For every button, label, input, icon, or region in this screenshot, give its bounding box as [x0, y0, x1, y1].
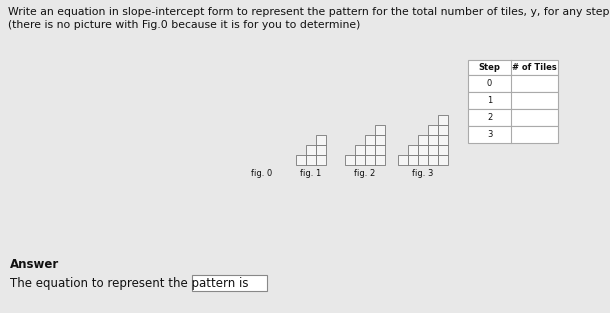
Text: 0: 0 [487, 79, 492, 88]
Bar [408, 155, 418, 165]
Bar [408, 145, 418, 155]
Bar [316, 155, 326, 165]
Bar [355, 155, 365, 165]
Text: 2: 2 [487, 113, 492, 122]
Text: # of Tiles: # of Tiles [512, 63, 557, 72]
Text: fig. 0: fig. 0 [251, 169, 273, 178]
Bar [468, 109, 558, 126]
Text: Step: Step [479, 63, 501, 72]
Bar [355, 145, 365, 155]
Bar [418, 145, 428, 155]
Bar [375, 135, 385, 145]
Text: 1: 1 [487, 96, 492, 105]
Bar [418, 135, 428, 145]
Text: Write an equation in slope-intercept form to represent the pattern for the total: Write an equation in slope-intercept for… [8, 7, 610, 17]
Bar [375, 145, 385, 155]
Bar [438, 125, 448, 135]
Bar [468, 92, 558, 109]
Bar [296, 155, 306, 165]
Bar [468, 60, 558, 75]
Text: fig. 3: fig. 3 [412, 169, 434, 178]
Text: fig. 1: fig. 1 [300, 169, 321, 178]
Bar [365, 135, 375, 145]
Bar [438, 115, 448, 125]
Text: 3: 3 [487, 130, 492, 139]
Bar [192, 275, 267, 291]
Bar [428, 135, 438, 145]
Bar [418, 155, 428, 165]
Bar [375, 155, 385, 165]
Text: (there is no picture with Fig.0 because it is for you to determine): (there is no picture with Fig.0 because … [8, 20, 361, 30]
Bar [398, 155, 408, 165]
Text: The equation to represent the pattern is: The equation to represent the pattern is [10, 277, 248, 290]
Bar [306, 155, 316, 165]
Bar [428, 155, 438, 165]
Bar [365, 155, 375, 165]
Bar [365, 145, 375, 155]
Bar [468, 75, 558, 92]
Bar [428, 145, 438, 155]
Bar [316, 145, 326, 155]
Bar [438, 145, 448, 155]
Text: Answer: Answer [10, 258, 59, 271]
Bar [468, 126, 558, 143]
Bar [428, 125, 438, 135]
Bar [438, 155, 448, 165]
Bar [438, 135, 448, 145]
Bar [306, 145, 316, 155]
Text: fig. 2: fig. 2 [354, 169, 376, 178]
Bar [316, 135, 326, 145]
Bar [345, 155, 355, 165]
Bar [375, 125, 385, 135]
